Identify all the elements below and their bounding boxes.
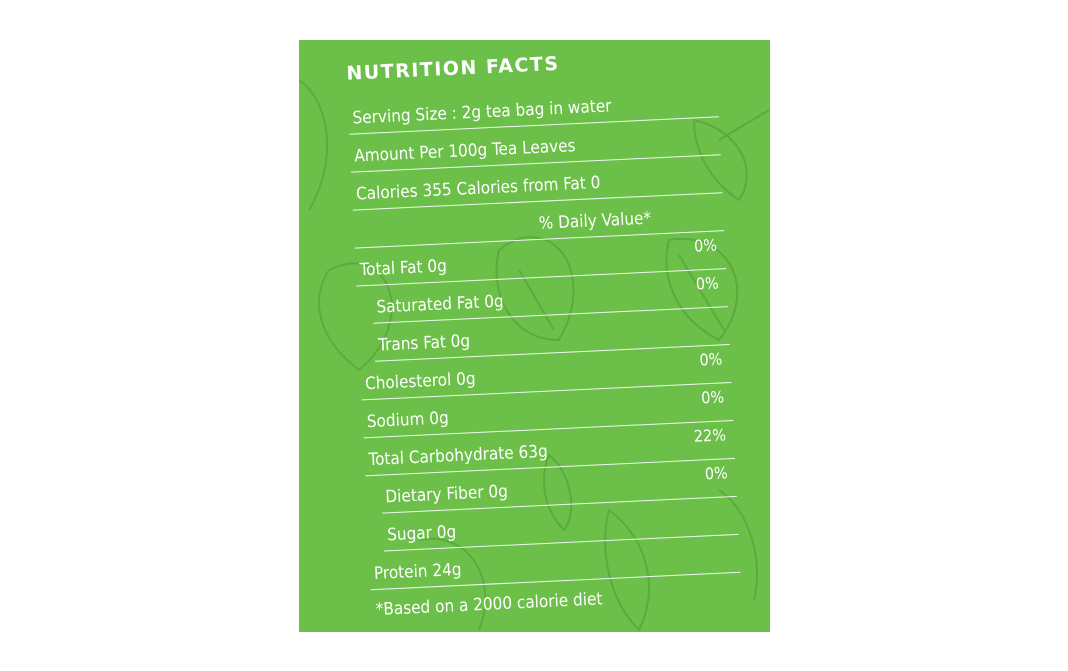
nutrient-daily-value: 0% xyxy=(704,463,729,484)
leaf-icon xyxy=(299,79,329,211)
nutrient-daily-value: 22% xyxy=(693,425,727,446)
nutrient-name: Cholesterol 0g xyxy=(364,369,477,395)
nutrition-panel: NUTRITION FACTS Serving Size : 2g tea ba… xyxy=(299,40,770,632)
nutrient-name: Total Carbohydrate 63g xyxy=(368,441,549,471)
nutrition-facts-label: NUTRITION FACTS Serving Size : 2g tea ba… xyxy=(305,40,770,632)
nutrient-name: Trans Fat 0g xyxy=(377,331,471,356)
nutrient-daily-value: 0% xyxy=(695,273,720,294)
nutrient-name: Total Fat 0g xyxy=(359,256,448,281)
nutrient-name: Dietary Fiber 0g xyxy=(384,481,509,508)
leaf-icon xyxy=(718,109,770,141)
leaf-icon xyxy=(604,508,650,632)
leaf-icon xyxy=(418,537,487,631)
amount-per-text: Amount Per 100g Tea Leaves xyxy=(353,136,576,167)
leaf-icon xyxy=(678,254,725,331)
leaf-icon xyxy=(543,453,573,532)
leaf-icon xyxy=(692,118,748,202)
nutrient-name: Sodium 0g xyxy=(366,408,450,433)
nutrient-daily-value: 0% xyxy=(699,349,723,370)
nutrient-name: Sugar 0g xyxy=(386,522,457,546)
nutrient-daily-value: 0% xyxy=(693,235,718,256)
nutrient-daily-value: 0% xyxy=(700,387,725,408)
leaf-icon xyxy=(495,236,575,342)
nutrient-name: Saturated Fat 0g xyxy=(376,291,505,318)
leaf-pattern-background xyxy=(299,79,770,632)
label-title: NUTRITION FACTS xyxy=(345,52,560,85)
footnote-text: *Based on a 2000 calorie diet xyxy=(375,589,603,620)
leaf-icon xyxy=(318,262,393,372)
leaf-icon xyxy=(718,489,758,601)
daily-value-header: % Daily Value* xyxy=(538,208,652,234)
nutrient-name: Protein 24g xyxy=(373,559,462,585)
leaf-icon xyxy=(518,269,555,331)
leaf-icon xyxy=(665,237,739,342)
